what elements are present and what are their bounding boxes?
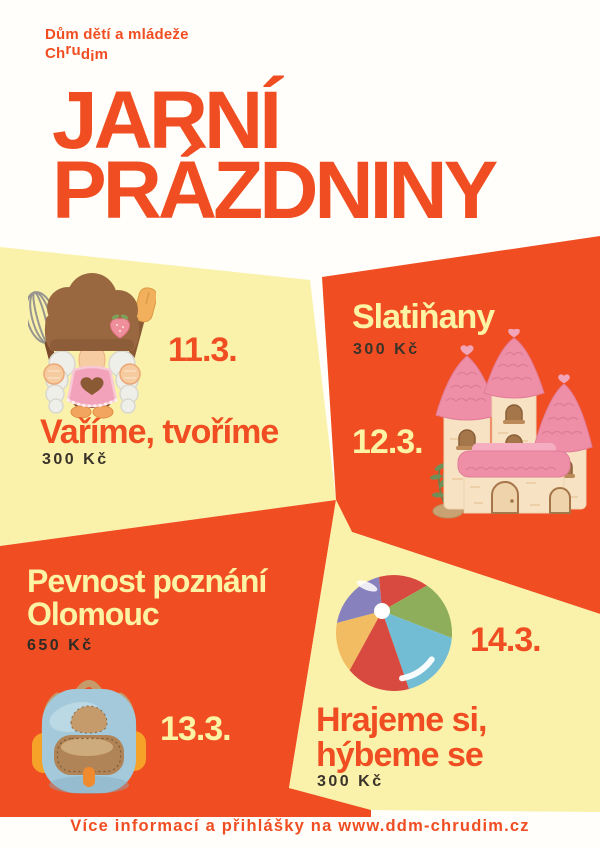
poster-title: JARNÍ PRÁZDNINY: [52, 75, 498, 236]
beach-ball-segments: [336, 575, 452, 691]
event-3-title-line2: Olomouc: [27, 596, 160, 633]
gnome-mittens: [43, 363, 141, 385]
beach-ball-pole-dot: [374, 603, 390, 619]
event-3-date: 13.3.: [160, 710, 232, 748]
beach-ball-illustration: [336, 575, 452, 691]
beach-ball-top-highlight: [356, 580, 378, 592]
gnome-chef-illustration: [28, 273, 156, 419]
chef-hat-icon: [44, 273, 140, 351]
event-4-title-line1: Hrajeme si,: [316, 701, 487, 739]
event-2-title: Slatiňany: [352, 298, 495, 336]
event-1-title: Vaříme, tvoříme: [40, 413, 279, 451]
org-name-line2: Chrudim: [45, 40, 109, 65]
event-3-price: 650 Kč: [27, 637, 94, 654]
gnome-feet: [70, 405, 114, 419]
castle-illustration: [430, 329, 593, 519]
backpack-handle: [75, 680, 103, 695]
event-4-date: 14.3.: [470, 621, 542, 659]
apron-frill: [66, 398, 118, 408]
castle-small-door-icon: [549, 487, 571, 514]
backpack-illustration: [32, 680, 146, 794]
apron-heart-icon: [80, 377, 104, 395]
front-pocket-highlight: [61, 738, 113, 756]
poster-title-line1: JARNÍ: [52, 75, 282, 166]
castle-door-icon: [491, 481, 519, 514]
event-4-price: 300 Kč: [317, 773, 384, 790]
event-4-title: Hrajeme si, hýbeme se: [316, 701, 487, 775]
event-2-date: 12.3.: [352, 423, 424, 461]
beach-ball-crescent-highlight: [399, 656, 435, 682]
strawberry-icon: [110, 314, 130, 339]
poster-title-line2: PRÁZDNINY: [52, 144, 498, 236]
footer-info-url: Více informací a přihlášky na www.ddm-ch…: [70, 817, 530, 835]
event-1-price: 300 Kč: [42, 451, 109, 468]
event-3-title-line1: Pevnost poznání: [27, 563, 267, 599]
event-1-date: 11.3.: [168, 331, 238, 369]
event-3-title: Pevnost poznání Olomouc: [27, 563, 267, 633]
org-name-line1: Dům dětí a mládeže: [45, 26, 189, 43]
event-4-title-line2: hýbeme se: [316, 736, 484, 775]
event-2-price: 300 Kč: [353, 341, 420, 358]
backpack-toggle: [83, 767, 95, 787]
castle-main-body: [457, 443, 571, 514]
backpack-top-patch: [70, 705, 108, 734]
org-name: Dům dětí a mládeže Chrudim: [45, 26, 189, 65]
